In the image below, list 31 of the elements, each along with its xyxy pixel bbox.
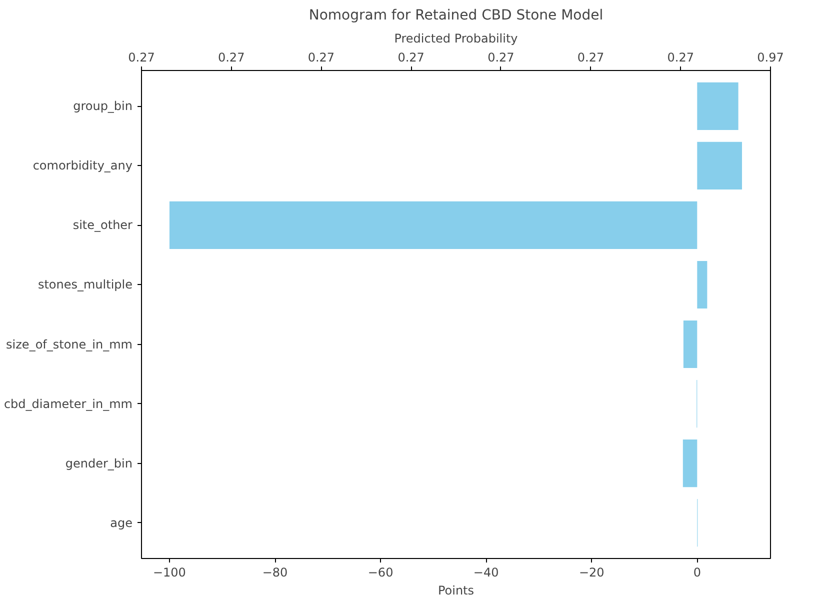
bar xyxy=(169,201,698,250)
x-tick-label: −40 xyxy=(473,566,499,580)
x-tick-label: −80 xyxy=(262,566,288,580)
x-tick-label: −100 xyxy=(152,566,186,580)
y-tick-label: comorbidity_any xyxy=(32,158,133,173)
text: 0.27 xyxy=(128,50,155,64)
bar xyxy=(682,439,698,488)
text: 0.27 xyxy=(218,50,245,64)
y-tick-label: group_bin xyxy=(73,99,133,114)
bar xyxy=(697,260,708,309)
text: 0.97 xyxy=(757,50,784,64)
x-axis-title: Points xyxy=(438,584,474,598)
text: 0.27 xyxy=(398,50,424,64)
x-tick-label: −60 xyxy=(368,566,394,580)
x2-axis-title: Predicted Probability xyxy=(394,32,518,46)
text: 0.27 xyxy=(667,50,694,64)
text: 0.27 xyxy=(308,50,335,64)
chart-title: Nomogram for Retained CBD Stone Model xyxy=(308,8,604,24)
text: 0.27 xyxy=(488,50,514,64)
bar xyxy=(697,82,738,130)
x-tick-label: −20 xyxy=(578,566,604,580)
y-tick-label: cbd_diameter_in_mm xyxy=(4,396,133,411)
y-tick-label: age xyxy=(110,516,133,530)
y-tick-label: stones_multiple xyxy=(38,278,133,292)
bar xyxy=(697,142,742,190)
y-tick-label: gender_bin xyxy=(65,456,133,470)
y-tick-label: size_of_stone_in_mm xyxy=(6,337,133,352)
x-tick-label: 0 xyxy=(693,566,701,580)
text: 0.27 xyxy=(577,50,604,64)
y-tick-label: site_other xyxy=(72,218,133,232)
bar xyxy=(683,320,698,368)
